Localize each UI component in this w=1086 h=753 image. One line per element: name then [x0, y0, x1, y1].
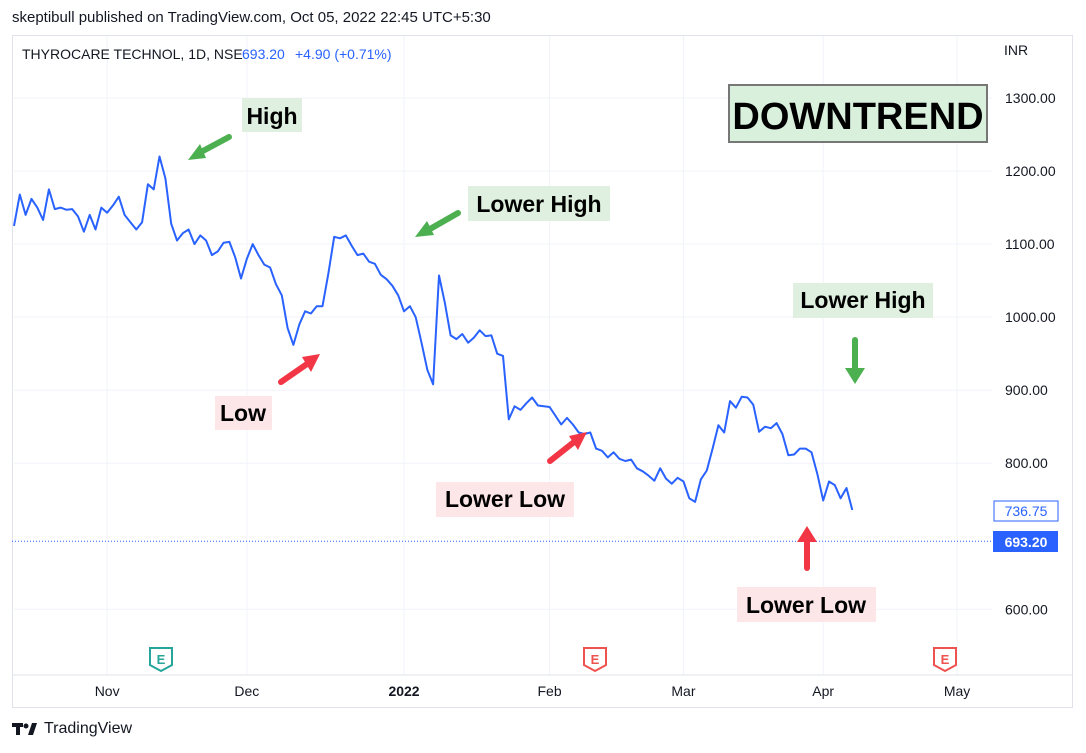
price-tag-outline: 736.75 — [993, 500, 1059, 522]
annotation-high: High — [242, 98, 302, 132]
earnings-marker-2-text: E — [591, 652, 600, 667]
arrow-lower-high-1 — [415, 210, 461, 237]
footer-brand: TradingView — [44, 720, 133, 737]
y-tick-label: 900.00 — [1005, 382, 1048, 398]
chart-frame — [12, 35, 1073, 708]
downtrend-box: DOWNTREND — [728, 84, 988, 143]
x-tick-label: Nov — [95, 683, 120, 699]
y-tick-label: 600.00 — [1005, 601, 1048, 617]
annotation-lower-high-1: Lower High — [468, 186, 610, 221]
tradingview-logo-icon[interactable] — [12, 721, 38, 737]
annotation-lower-low-2-text: Lower Low — [746, 592, 866, 618]
last-price-label: 693.20 — [242, 46, 285, 62]
symbol-label: THYROCARE TECHNOL, 1D, NSE — [22, 46, 243, 62]
price-tag-filled: 693.20 — [993, 531, 1058, 552]
x-tick-label: Dec — [234, 683, 259, 699]
x-tick-label: Apr — [812, 683, 834, 699]
x-tick-label: 2022 — [388, 683, 419, 699]
x-tick-label: Mar — [671, 683, 695, 699]
arrow-lower-high-2 — [845, 337, 865, 384]
x-axis[interactable]: Nov Dec 2022 Feb Mar Apr May — [95, 683, 971, 699]
price-chart[interactable]: 1300.00 1200.00 1100.00 1000.00 900.00 800.00… — [0, 0, 1086, 715]
series-line-thyrocare — [13, 155, 854, 511]
currency-label: INR — [1004, 42, 1028, 58]
y-tick-label: 800.00 — [1005, 455, 1048, 471]
arrow-lower-low-1 — [547, 432, 587, 464]
annotation-lower-high-1-text: Lower High — [476, 191, 601, 217]
earnings-marker-3-text: E — [941, 652, 950, 667]
earnings-marker-1[interactable]: E — [149, 647, 173, 673]
arrow-low — [278, 354, 320, 385]
y-tick-label: 1000.00 — [1005, 309, 1056, 325]
annotation-high-text: High — [246, 103, 297, 129]
change-label: +4.90 (+0.71%) — [295, 46, 392, 62]
y-tick-label: 1300.00 — [1005, 90, 1056, 106]
annotation-lower-low-1-text: Lower Low — [445, 486, 565, 512]
annotation-lower-high-2-text: Lower High — [800, 287, 925, 313]
y-axis[interactable]: 1300.00 1200.00 1100.00 1000.00 900.00 800.00… — [1005, 90, 1056, 617]
earnings-marker-1-text: E — [157, 652, 166, 667]
grid-layer — [12, 36, 1073, 676]
earnings-marker-2[interactable]: E — [583, 647, 607, 673]
annotation-low: Low — [215, 396, 272, 430]
footer: TradingView — [12, 720, 132, 738]
y-tick-label: 1100.00 — [1005, 236, 1055, 252]
annotation-lower-low-2: Lower Low — [737, 587, 876, 622]
price-tag-outline-text: 736.75 — [1005, 503, 1048, 519]
y-tick-label: 1200.00 — [1005, 163, 1056, 179]
downtrend-text: DOWNTREND — [732, 96, 983, 138]
publisher-line: skeptibull published on TradingView.com,… — [12, 9, 491, 26]
price-tag-filled-text: 693.20 — [1005, 534, 1048, 550]
earnings-marker-3[interactable]: E — [933, 647, 957, 673]
x-tick-label: Feb — [538, 683, 562, 699]
arrow-lower-low-2 — [797, 526, 817, 571]
arrow-high — [188, 134, 232, 160]
annotation-lower-low-1: Lower Low — [436, 482, 574, 517]
annotation-low-text: Low — [220, 400, 266, 426]
annotation-lower-high-2: Lower High — [793, 283, 933, 318]
x-tick-label: May — [944, 683, 970, 699]
